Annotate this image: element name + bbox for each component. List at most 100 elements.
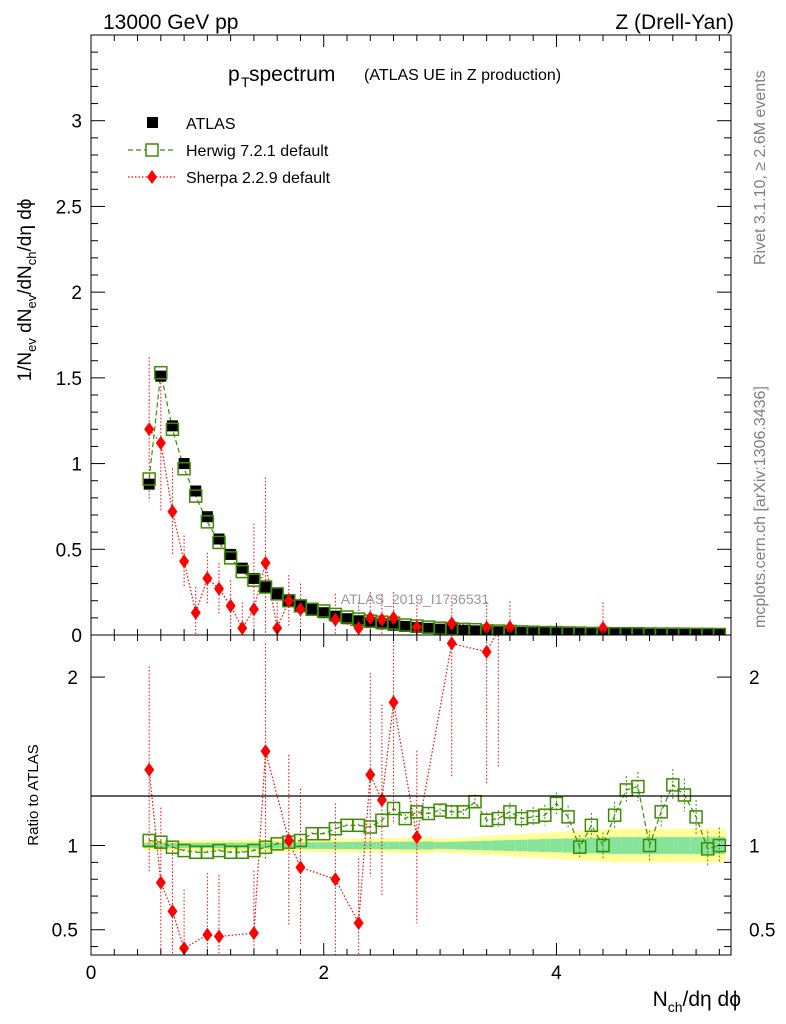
- ratio-inner-band: [480, 840, 493, 851]
- herwig-ratio-point: [468, 794, 482, 809]
- ratio-inner-band: [317, 842, 330, 849]
- herwig-point: [188, 489, 203, 503]
- sherpa-point: [411, 620, 422, 635]
- sherpa-point: [446, 616, 457, 631]
- ratio-inner-band: [492, 840, 505, 851]
- y-label-part: dN: [15, 309, 36, 339]
- main-y-tick-label: 1.5: [56, 369, 82, 390]
- main-y-tick-label: 2.5: [56, 197, 82, 218]
- analysis-watermark: ATLAS_2019_I1736531: [341, 591, 490, 607]
- sherpa-ratio-point: [214, 929, 224, 944]
- ratio-panel-data: [142, 635, 727, 955]
- atlas-point: [469, 625, 481, 635]
- ratio-y-tick-label: 2: [67, 668, 78, 689]
- sherpa-point: [295, 602, 306, 617]
- herwig-point: [200, 515, 215, 529]
- sherpa-ratio-point: [202, 927, 213, 942]
- atlas-point: [632, 628, 644, 635]
- herwig-point: [177, 461, 191, 476]
- y-label-part: ev: [24, 294, 39, 308]
- ratio-inner-band: [178, 842, 190, 849]
- sherpa-point: [179, 554, 190, 569]
- herwig-point: [212, 535, 226, 550]
- sherpa-ratio-point: [330, 872, 341, 887]
- y-label-part: /dN: [15, 265, 36, 295]
- sherpa-point: [248, 602, 259, 617]
- herwig-ratio-point: [561, 810, 575, 824]
- atlas-point: [341, 613, 353, 625]
- herwig-point: [247, 573, 261, 587]
- herwig-ratio-point: [386, 801, 401, 816]
- herwig-ratio-point: [549, 796, 564, 811]
- sherpa-point: [598, 621, 608, 635]
- y-label-part: 1/N: [15, 352, 36, 382]
- sherpa-ratio-point: [376, 793, 387, 808]
- atlas-point: [318, 607, 330, 619]
- title-note: (ATLAS UE in Z production): [364, 67, 561, 84]
- sherpa-ratio-point: [179, 941, 190, 955]
- atlas-point: [353, 615, 365, 627]
- sherpa-ratio-point: [353, 916, 364, 930]
- atlas-point: [539, 627, 551, 635]
- sherpa-point: [376, 612, 387, 627]
- ratio-inner-band: [690, 837, 702, 854]
- main-y-axis-label: 1/Nev dNev/dNch/dη dϕ: [15, 199, 39, 382]
- sherpa-point: [237, 621, 248, 635]
- herwig-ratio-point: [596, 838, 610, 853]
- herwig-ratio-point: [456, 805, 471, 819]
- herwig-ratio-point: [654, 805, 668, 819]
- ratio-inner-band: [667, 837, 679, 854]
- ratio-inner-band: [341, 842, 353, 850]
- ratio-inner-band: [422, 841, 435, 850]
- ratio-inner-band: [585, 837, 598, 854]
- atlas-point: [388, 619, 400, 631]
- ratio-inner-band: [469, 841, 481, 850]
- atlas-point: [166, 420, 178, 432]
- herwig-ratio-point: [538, 808, 552, 822]
- ratio-inner-band: [608, 837, 621, 854]
- sherpa-point: [190, 605, 201, 620]
- herwig-point: [142, 472, 156, 486]
- herwig-ratio-point: [689, 810, 703, 824]
- ratio-inner-band: [387, 841, 400, 850]
- ratio-inner-band: [562, 838, 574, 853]
- ratio-inner-band: [701, 837, 714, 854]
- ratio-y-tick-label-right: 0.5: [749, 921, 775, 942]
- sherpa-point: [481, 620, 492, 635]
- legend-sherpa-label: Sherpa 2.2.9 default: [186, 170, 331, 187]
- ratio-inner-band: [352, 841, 365, 850]
- atlas-point: [562, 627, 574, 635]
- atlas-point: [678, 628, 690, 635]
- ratio-y-tick-label-right: 2: [749, 668, 760, 689]
- atlas-point: [155, 370, 167, 382]
- ratio-y-tick-label: 0.5: [52, 921, 78, 942]
- herwig-point: [154, 365, 168, 380]
- atlas-point: [399, 620, 411, 632]
- ratio-y-tick-label: 1: [67, 837, 78, 858]
- atlas-point: [236, 562, 248, 574]
- sherpa-point: [167, 504, 178, 519]
- legend-herwig-label: Herwig 7.2.1 default: [186, 143, 329, 160]
- title-spectrum: spectrum: [249, 63, 335, 86]
- sherpa-point: [353, 621, 364, 635]
- herwig-point: [270, 587, 284, 601]
- sherpa-ratio-point: [248, 926, 259, 941]
- x-axis-label: Nch/dη dϕ: [653, 988, 741, 1015]
- herwig-point: [165, 422, 180, 437]
- main-y-tick-label: 3: [71, 112, 82, 133]
- herwig-ratio-point: [607, 808, 622, 822]
- sherpa-ratio-point: [260, 744, 271, 759]
- ratio-inner-band: [515, 839, 528, 852]
- ratio-inner-band: [213, 842, 225, 849]
- sherpa-ratio-point: [411, 830, 422, 845]
- atlas-point: [190, 485, 202, 497]
- atlas-point: [248, 572, 260, 584]
- sherpa-point: [225, 598, 236, 613]
- sherpa-point: [272, 621, 283, 635]
- atlas-point: [143, 478, 155, 490]
- ratio-y-tick-label-right: 1: [749, 837, 760, 858]
- sherpa-ratio-point: [295, 860, 306, 875]
- ratio-inner-band: [550, 838, 563, 853]
- ratio-panel-frame: [90, 634, 732, 956]
- sherpa-point: [144, 422, 155, 437]
